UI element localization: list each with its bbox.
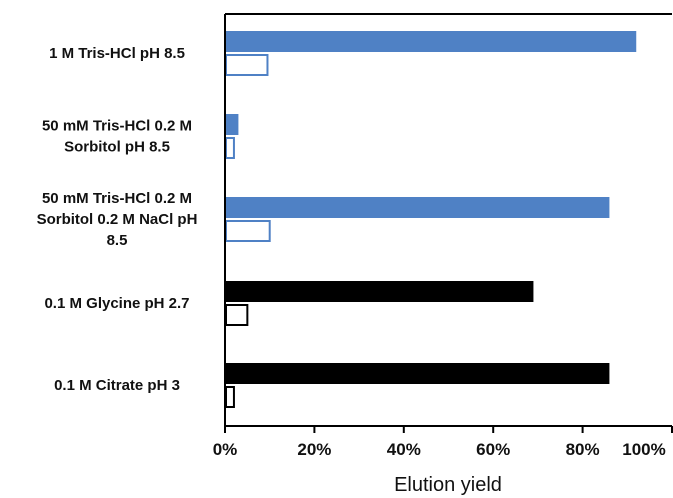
category-label-0-line-0: 1 M Tris-HCl pH 8.5 [49,45,185,62]
x-tick-label-0: 0% [213,440,238,459]
bar-solid-1 [225,114,239,135]
bars-layer [225,31,637,408]
category-label-2-line-1: Sorbitol 0.2 M NaCl pH [37,211,198,228]
category-label-2-line-2: 8.5 [107,232,128,249]
category-label-3-line-0: 0.1 M Glycine pH 2.7 [44,295,189,312]
x-tick-label-2: 40% [387,440,421,459]
category-label-4-line-0: 0.1 M Citrate pH 3 [54,377,180,394]
axes-layer [224,13,672,427]
category-labels: 1 M Tris-HCl pH 8.5 50 mM Tris-HCl 0.2 M S… [37,45,198,394]
bar-solid-2 [225,197,610,218]
category-label-2-line-0: 50 mM Tris-HCl 0.2 M [42,190,192,207]
bar-solid-0 [225,31,637,52]
x-tick-label-3: 60% [476,440,510,459]
bar-hollow-1 [225,137,235,159]
x-axis-title: Elution yield [394,474,502,496]
bar-hollow-0 [225,54,269,76]
x-tick-label-1: 20% [297,440,331,459]
bar-hollow-2 [225,220,271,242]
x-tick-label-5: 100% [622,440,665,459]
bar-solid-3 [225,281,534,302]
x-tick-label-4: 80% [566,440,600,459]
category-label-1-line-0: 50 mM Tris-HCl 0.2 M [42,118,192,135]
category-label-1-line-1: Sorbitol pH 8.5 [64,139,170,156]
bar-hollow-3 [225,304,249,326]
bar-hollow-4 [225,386,235,408]
ticks-layer: 0% 20% 40% 60% 80% 100% [213,426,673,459]
bar-solid-4 [225,363,610,384]
